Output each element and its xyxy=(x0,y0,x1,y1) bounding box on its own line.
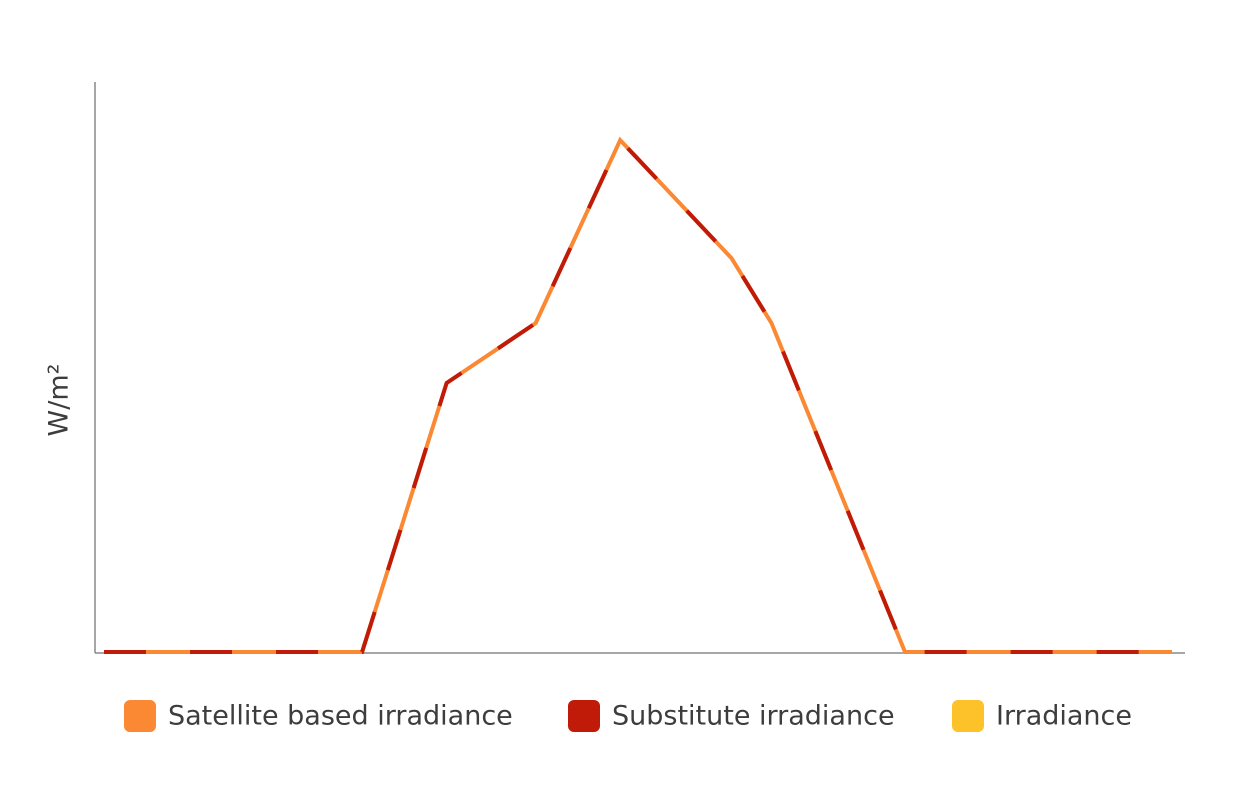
series-line xyxy=(104,136,1172,654)
legend-label: Substitute irradiance xyxy=(612,701,895,732)
legend-swatch xyxy=(952,700,984,732)
legend-swatch xyxy=(124,700,156,732)
legend-label: Satellite based irradiance xyxy=(168,701,513,732)
y-axis-label: W/m² xyxy=(44,364,75,437)
legend-label: Irradiance xyxy=(996,701,1132,732)
legend-swatch xyxy=(568,700,600,732)
series-line xyxy=(104,136,1172,654)
